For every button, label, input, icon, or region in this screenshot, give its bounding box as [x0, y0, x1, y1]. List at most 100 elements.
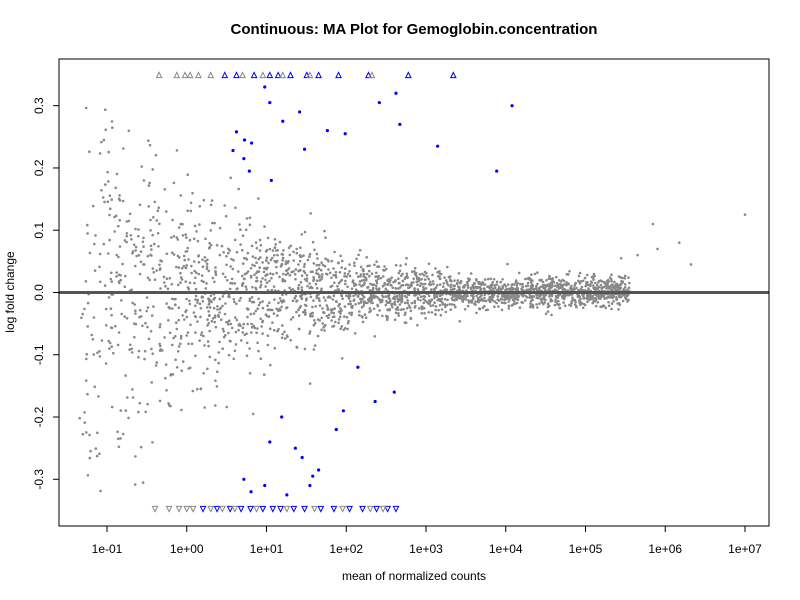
nonsignificant-point	[124, 274, 127, 278]
nonsignificant-point	[172, 253, 176, 256]
nonsignificant-point	[221, 295, 225, 298]
nonsignificant-point	[417, 279, 421, 283]
nonsignificant-point	[451, 293, 454, 297]
nonsignificant-point	[137, 349, 141, 353]
nonsignificant-point	[150, 254, 153, 257]
nonsignificant-point	[393, 300, 396, 304]
nonsignificant-point	[348, 270, 351, 273]
nonsignificant-point	[229, 281, 232, 285]
nonsignificant-point	[236, 287, 239, 290]
nonsignificant-point	[450, 303, 454, 306]
nonsignificant-point	[606, 296, 609, 299]
nonsignificant-point	[300, 233, 304, 236]
nonsignificant-point	[398, 286, 402, 289]
nonsignificant-point	[241, 331, 244, 334]
nonsignificant-point	[414, 304, 417, 308]
significant-point	[308, 483, 312, 488]
nonsignificant-point	[149, 244, 153, 248]
nonsignificant-point	[581, 279, 585, 283]
nonsignificant-point	[148, 278, 151, 282]
nonsignificant-point	[278, 275, 281, 279]
nonsignificant-point	[181, 234, 185, 237]
nonsignificant-point	[594, 281, 597, 285]
nonsignificant-point	[505, 296, 508, 300]
nonsignificant-point	[493, 305, 496, 309]
nonsignificant-point	[104, 183, 107, 186]
nonsignificant-point	[254, 256, 257, 260]
nonsignificant-point	[261, 306, 265, 310]
nonsignificant-point	[447, 284, 450, 287]
nonsignificant-point	[384, 287, 388, 291]
nonsignificant-point	[195, 271, 198, 275]
nonsignificant-point	[208, 355, 212, 359]
nonsignificant-point	[165, 252, 169, 256]
nonsignificant-point	[478, 307, 482, 311]
nonsignificant-point	[489, 298, 493, 302]
nonsignificant-point	[346, 285, 349, 289]
nonsignificant-point	[438, 275, 441, 278]
nonsignificant-point	[245, 258, 249, 261]
nonsignificant-point	[300, 297, 304, 301]
nonsignificant-point	[151, 267, 155, 270]
nonsignificant-point	[265, 273, 269, 276]
nonsignificant-point	[274, 243, 278, 246]
nonsignificant-point	[199, 307, 203, 310]
nonsignificant-point	[344, 279, 347, 283]
nonsignificant-point	[619, 256, 623, 260]
nonsignificant-point	[530, 286, 534, 290]
x-axis-label: mean of normalized counts	[341, 569, 487, 583]
nonsignificant-point	[276, 314, 279, 317]
nonsignificant-point	[626, 288, 629, 292]
nonsignificant-point	[199, 387, 203, 391]
nonsignificant-point	[108, 194, 112, 197]
nonsignificant-point	[429, 288, 433, 291]
nonsignificant-point	[163, 188, 167, 191]
nonsignificant-point	[337, 261, 340, 265]
nonsignificant-point	[334, 270, 338, 274]
nonsignificant-point	[248, 297, 252, 301]
nonsignificant-point	[286, 335, 289, 339]
nonsignificant-point	[470, 301, 474, 304]
nonsignificant-point	[297, 287, 300, 291]
nonsignificant-point	[246, 270, 250, 273]
nonsignificant-point	[536, 282, 539, 286]
nonsignificant-point	[403, 313, 407, 317]
nonsignificant-point	[346, 327, 349, 331]
nonsignificant-point	[200, 279, 204, 283]
nonsignificant-point	[420, 278, 423, 281]
nonsignificant-point	[246, 322, 249, 326]
nonsignificant-point	[186, 246, 189, 250]
nonsignificant-point	[554, 300, 557, 304]
nonsignificant-point	[124, 374, 127, 377]
y-tick-label: 0.0	[32, 284, 46, 301]
nonsignificant-point	[355, 257, 358, 261]
nonsignificant-point	[300, 274, 304, 278]
nonsignificant-point	[167, 319, 170, 322]
nonsignificant-point	[199, 333, 203, 337]
nonsignificant-point	[209, 229, 212, 232]
nonsignificant-point	[209, 294, 213, 298]
nonsignificant-point	[400, 308, 403, 312]
nonsignificant-point	[264, 250, 268, 253]
nonsignificant-point	[157, 206, 160, 209]
nonsignificant-point	[469, 272, 473, 275]
nonsignificant-point	[131, 388, 134, 391]
nonsignificant-point	[243, 256, 246, 260]
nonsignificant-point	[246, 315, 249, 319]
nonsignificant-point	[188, 238, 192, 242]
nonsignificant-point	[150, 248, 153, 251]
nonsignificant-point	[567, 273, 570, 276]
nonsignificant-point	[569, 304, 573, 307]
nonsignificant-point	[147, 184, 151, 187]
nonsignificant-point	[232, 357, 236, 361]
nonsignificant-point	[473, 286, 477, 289]
nonsignificant-point	[248, 299, 252, 303]
x-tick-label: 1e+00	[170, 542, 204, 556]
nonsignificant-point	[321, 322, 325, 325]
nonsignificant-point	[255, 261, 258, 265]
nonsignificant-point	[332, 273, 336, 277]
nonsignificant-point	[358, 248, 362, 252]
nonsignificant-point	[229, 176, 232, 180]
nonsignificant-point	[298, 269, 301, 273]
nonsignificant-point	[251, 286, 254, 289]
